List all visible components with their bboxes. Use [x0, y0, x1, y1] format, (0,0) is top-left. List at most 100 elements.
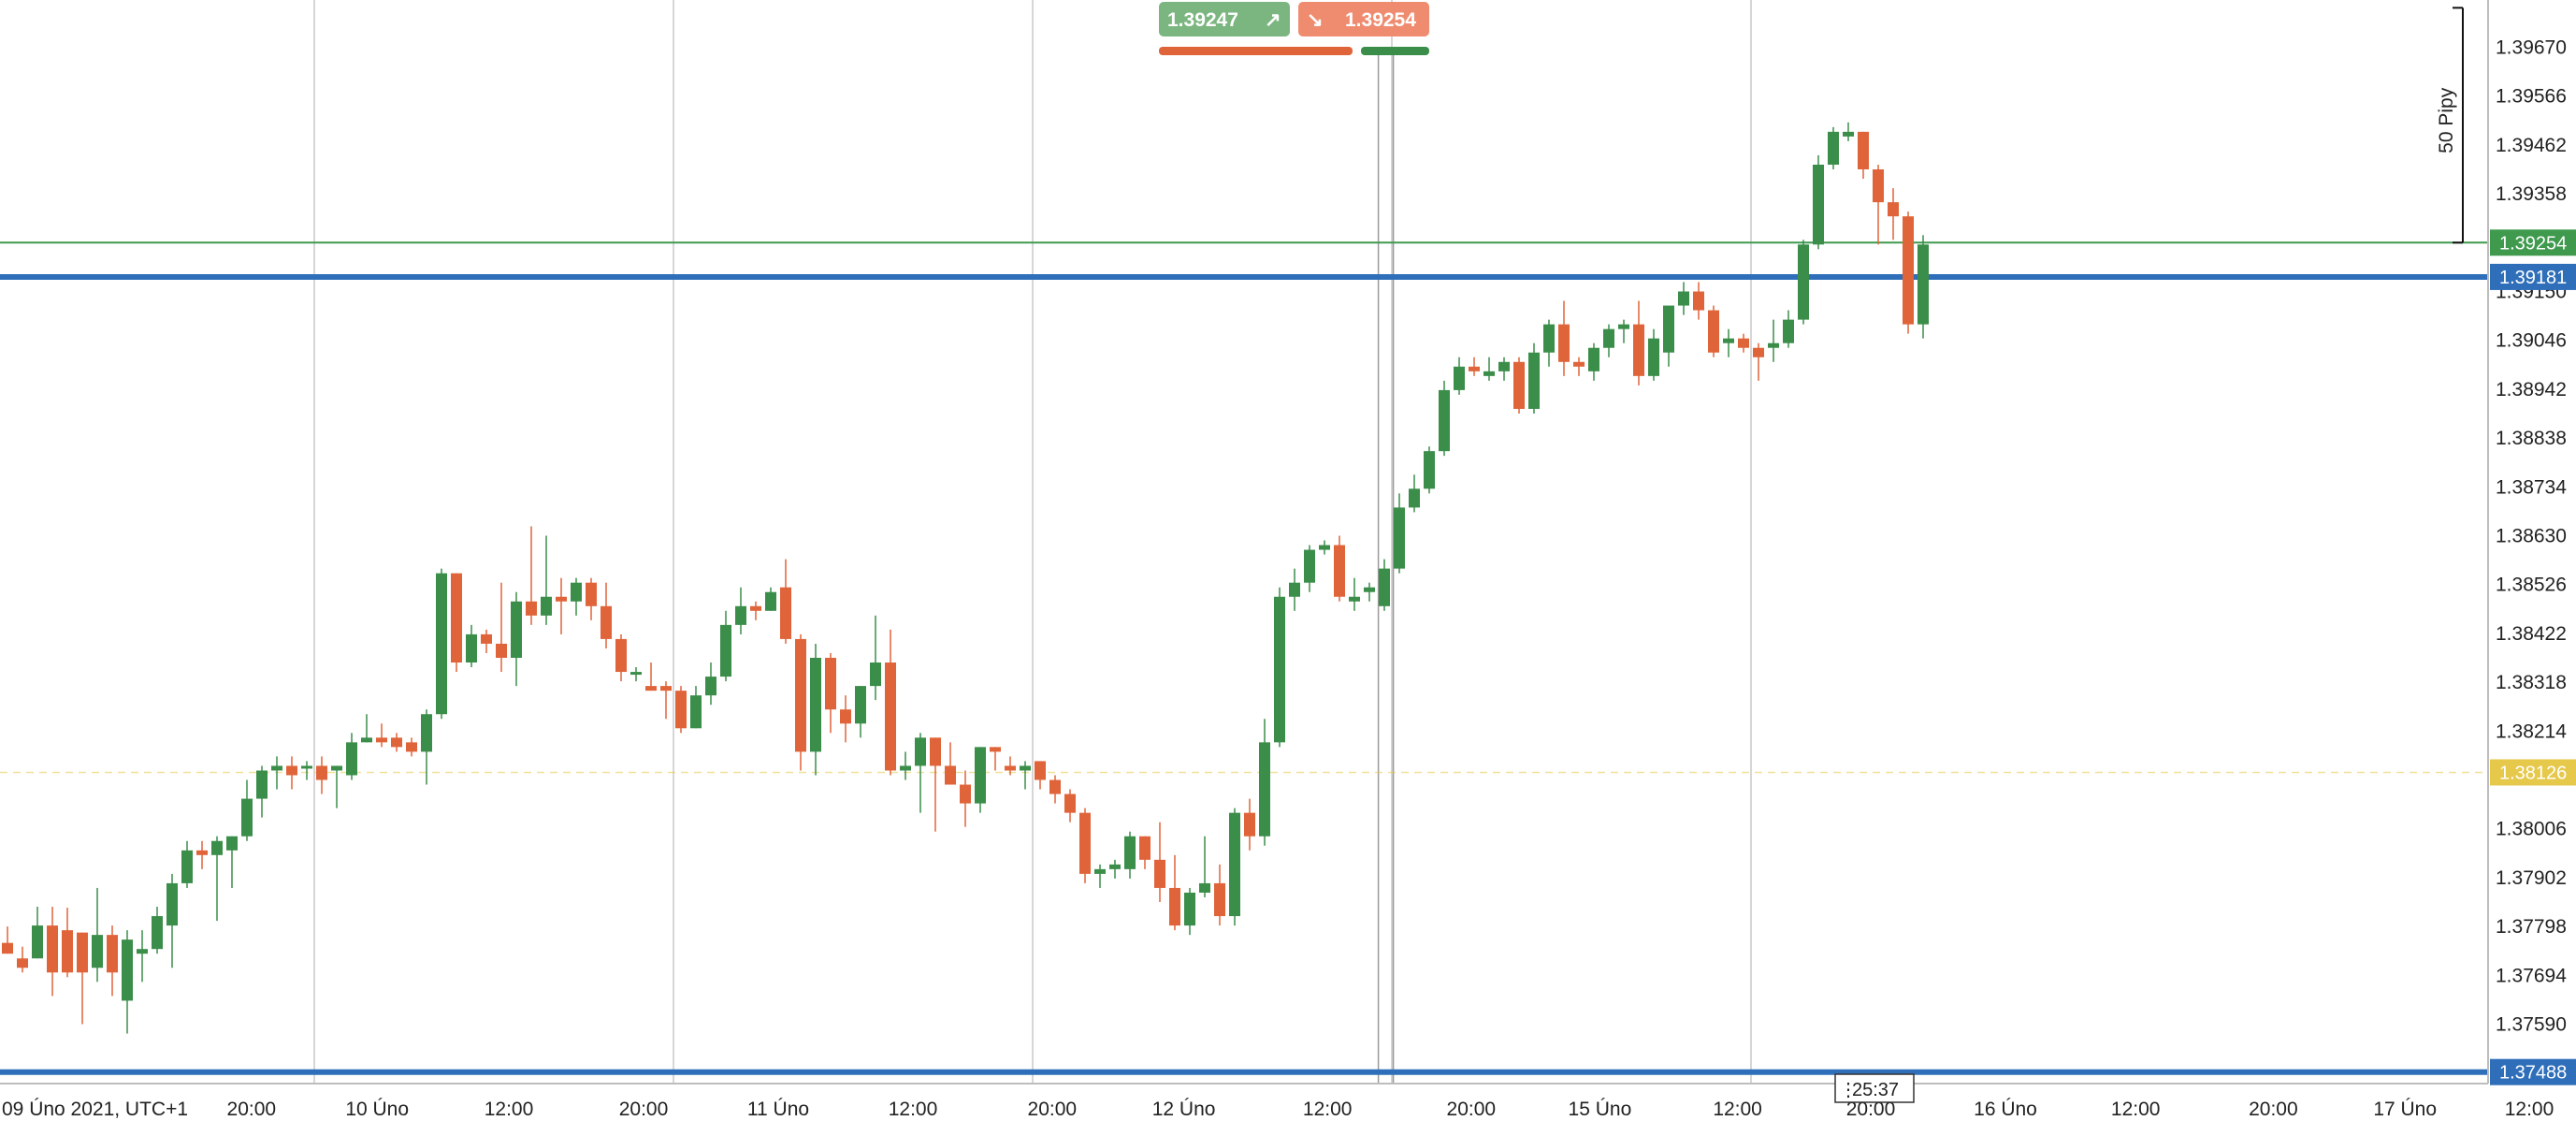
- candle-up[interactable]: [181, 850, 193, 883]
- candle-up[interactable]: [1498, 361, 1510, 371]
- candle-up[interactable]: [226, 836, 238, 851]
- candle-up[interactable]: [1379, 568, 1390, 606]
- candle-up[interactable]: [1603, 328, 1614, 348]
- candle-up[interactable]: [1663, 305, 1674, 353]
- candle-up[interactable]: [1528, 352, 1540, 409]
- candle-up[interactable]: [900, 765, 911, 771]
- candle-down[interactable]: [660, 686, 672, 692]
- candle-up[interactable]: [421, 714, 432, 752]
- candle-down[interactable]: [1214, 882, 1225, 917]
- candle-down[interactable]: [930, 737, 941, 766]
- candle-up[interactable]: [1723, 338, 1734, 343]
- candle-up[interactable]: [855, 686, 866, 724]
- candle-down[interactable]: [286, 765, 297, 776]
- candle-down[interactable]: [1469, 366, 1480, 371]
- candle-up[interactable]: [1843, 131, 1854, 137]
- candle-down[interactable]: [1169, 887, 1180, 926]
- candle-down[interactable]: [2, 942, 13, 954]
- candle-up[interactable]: [301, 765, 312, 769]
- candle-up[interactable]: [1813, 164, 1824, 245]
- candle-down[interactable]: [1064, 793, 1076, 813]
- candle-down[interactable]: [1693, 291, 1704, 311]
- candle-down[interactable]: [62, 930, 73, 973]
- candle-down[interactable]: [601, 605, 612, 639]
- candle-up[interactable]: [1199, 882, 1210, 893]
- candle-down[interactable]: [1244, 812, 1255, 837]
- candle-up[interactable]: [1289, 582, 1300, 597]
- candle-down[interactable]: [945, 765, 956, 785]
- candle-up[interactable]: [720, 624, 731, 677]
- candle-down[interactable]: [1049, 779, 1061, 794]
- candle-down[interactable]: [17, 958, 28, 968]
- candle-up[interactable]: [1184, 892, 1195, 926]
- candle-down[interactable]: [840, 709, 851, 724]
- candle-down[interactable]: [556, 596, 567, 602]
- candle-up[interactable]: [705, 677, 716, 696]
- candle-up[interactable]: [1828, 131, 1839, 165]
- candle-up[interactable]: [1439, 389, 1450, 452]
- candle-down[interactable]: [481, 633, 492, 644]
- candle-down[interactable]: [1154, 859, 1165, 888]
- candle-down[interactable]: [77, 932, 88, 973]
- candle-down[interactable]: [107, 935, 118, 973]
- candle-down[interactable]: [1633, 324, 1644, 376]
- buy-price-button[interactable]: [1159, 2, 1290, 36]
- candle-down[interactable]: [196, 850, 208, 855]
- candle-up[interactable]: [630, 672, 642, 676]
- candle-up[interactable]: [152, 916, 163, 950]
- candle-up[interactable]: [511, 601, 522, 658]
- candle-up[interactable]: [271, 765, 282, 771]
- candle-up[interactable]: [765, 591, 776, 611]
- candle-up[interactable]: [1109, 864, 1121, 869]
- candle-down[interactable]: [1334, 545, 1345, 597]
- candle-up[interactable]: [1768, 342, 1779, 348]
- buy-box[interactable]: 1.39247 ↗: [1159, 2, 1353, 55]
- candle-up[interactable]: [1349, 596, 1360, 602]
- candle-up[interactable]: [1798, 244, 1809, 320]
- candle-down[interactable]: [1753, 347, 1764, 357]
- candle-down[interactable]: [795, 638, 806, 752]
- candle-up[interactable]: [256, 770, 268, 799]
- candle-down[interactable]: [316, 765, 327, 780]
- candle-down[interactable]: [391, 737, 402, 748]
- candle-up[interactable]: [690, 695, 702, 729]
- candle-down[interactable]: [496, 643, 507, 658]
- candle-down[interactable]: [1903, 216, 1914, 325]
- candle-down[interactable]: [1708, 310, 1719, 353]
- candle-up[interactable]: [870, 662, 881, 687]
- candle-up[interactable]: [1020, 765, 1031, 771]
- candle-up[interactable]: [346, 742, 357, 776]
- candle-down[interactable]: [615, 638, 627, 673]
- candle-up[interactable]: [1319, 545, 1330, 550]
- candle-up[interactable]: [1409, 488, 1420, 508]
- candle-up[interactable]: [1229, 812, 1240, 917]
- candle-down[interactable]: [1079, 812, 1091, 874]
- candle-down[interactable]: [406, 742, 417, 752]
- candle-up[interactable]: [571, 582, 582, 602]
- candle-down[interactable]: [1858, 131, 1869, 169]
- candle-down[interactable]: [451, 573, 462, 663]
- candle-down[interactable]: [1513, 361, 1525, 409]
- candle-down[interactable]: [960, 784, 971, 804]
- candle-up[interactable]: [361, 737, 372, 743]
- candle-down[interactable]: [825, 658, 836, 710]
- candle-down[interactable]: [1139, 836, 1151, 860]
- candle-up[interactable]: [735, 605, 746, 625]
- candle-up[interactable]: [166, 882, 178, 926]
- candle-up[interactable]: [1918, 244, 1929, 325]
- candle-up[interactable]: [241, 798, 253, 837]
- candle-up[interactable]: [1618, 324, 1629, 329]
- candle-down[interactable]: [780, 587, 791, 639]
- candle-up[interactable]: [436, 573, 447, 715]
- candle-down[interactable]: [1873, 169, 1884, 203]
- candle-up[interactable]: [1259, 742, 1270, 837]
- candle-up[interactable]: [1304, 549, 1315, 583]
- candle-up[interactable]: [92, 935, 103, 968]
- candle-down[interactable]: [675, 691, 687, 729]
- candle-down[interactable]: [376, 737, 387, 743]
- x-axis[interactable]: 09 Úno 2021, UTC+1 20:00 10 Úno 12:00 20:00 1…: [2, 1099, 2576, 1120]
- candle-up[interactable]: [32, 925, 43, 959]
- candle-up[interactable]: [1783, 319, 1794, 343]
- candle-up[interactable]: [1364, 587, 1375, 592]
